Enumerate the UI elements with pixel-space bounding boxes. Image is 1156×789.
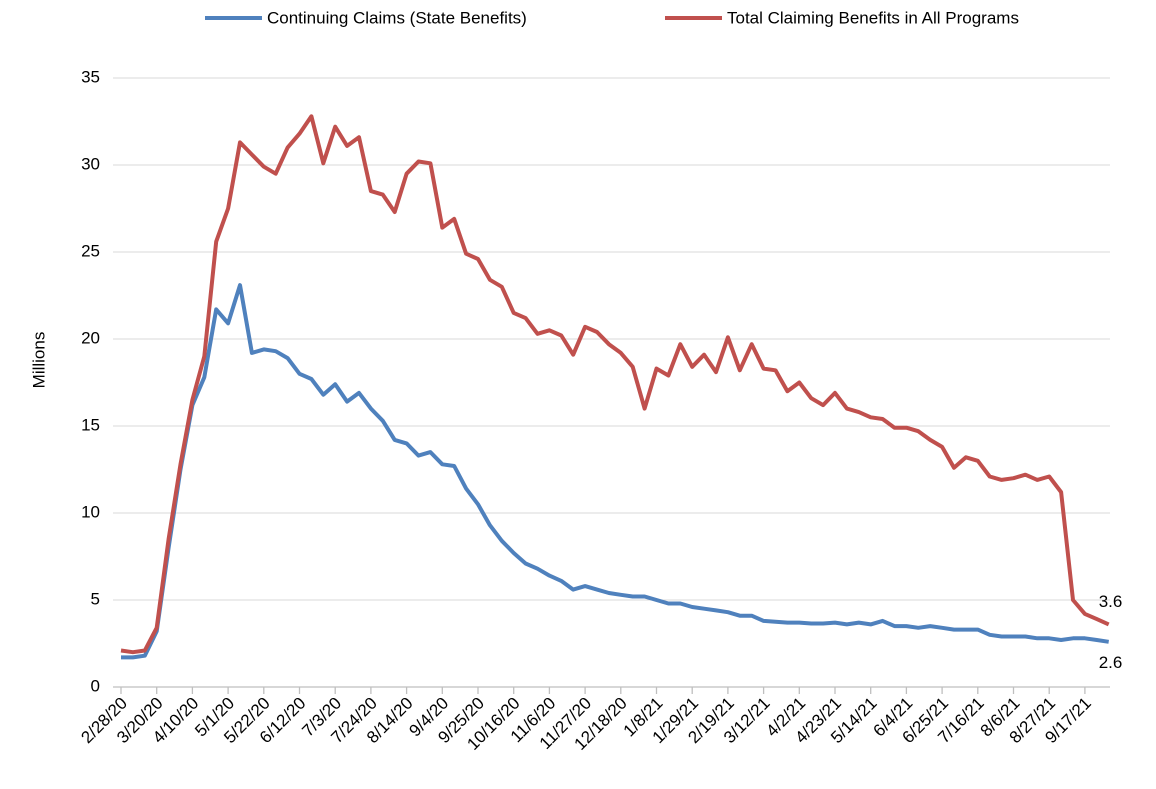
y-tick-label: 0 [91,676,100,695]
y-tick-label: 30 [81,154,100,173]
y-tick-label: 20 [81,328,100,347]
legend-label: Continuing Claims (State Benefits) [267,8,527,27]
y-tick-label: 15 [81,415,100,434]
y-tick-label: 25 [81,241,100,260]
y-tick-label: 35 [81,67,100,86]
series-line [120,114,1110,655]
y-tick-label: 10 [81,502,100,521]
end-value-label: 3.6 [1099,592,1123,611]
end-value-label: 2.6 [1099,653,1123,672]
y-axis-label: Millions [29,332,48,389]
series-line [121,283,1109,660]
y-tick-label: 5 [91,589,100,608]
legend-label: Total Claiming Benefits in All Programs [727,8,1019,27]
